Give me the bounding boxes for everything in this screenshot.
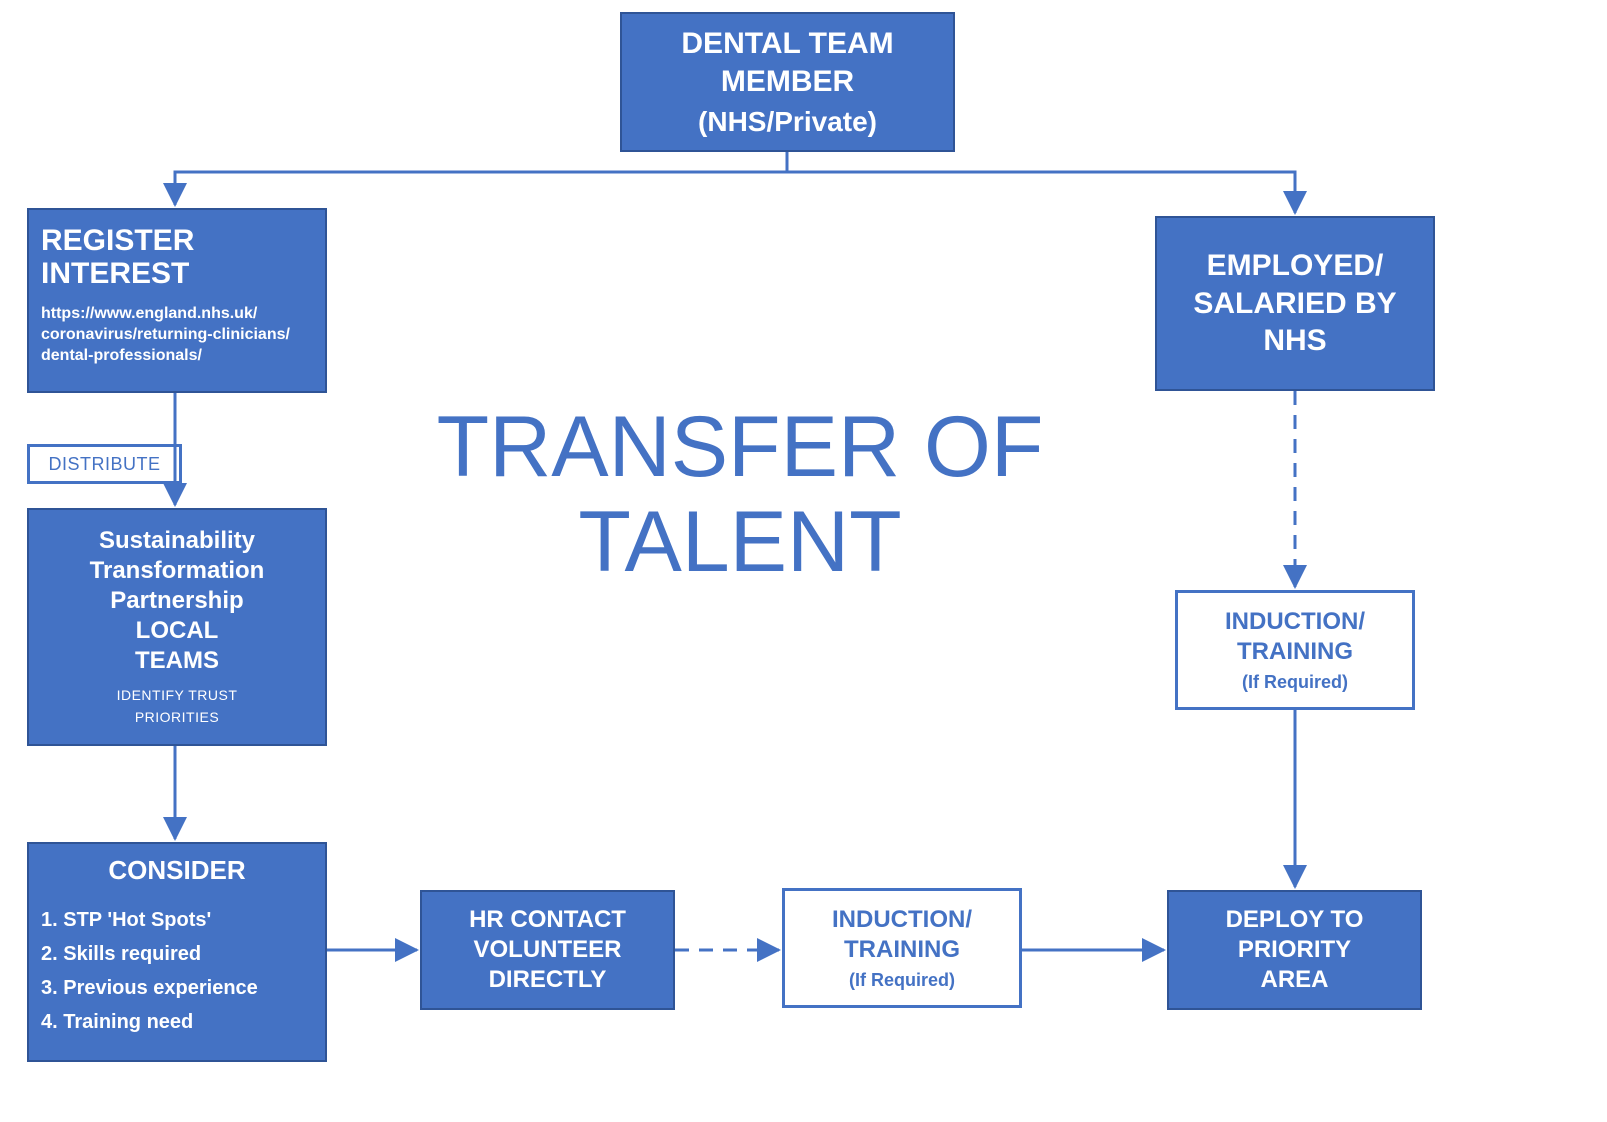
node-dental-team: DENTAL TEAM MEMBER (NHS/Private) [620,12,955,152]
dental-team-sub: (NHS/Private) [698,104,877,139]
node-stp: Sustainability Transformation Partnershi… [27,508,327,746]
stp-l3: Partnership [110,587,243,614]
induction-b-t1: INDUCTION/ [832,906,972,933]
stp-l5: TEAMS [135,647,219,674]
hr-l1: HR CONTACT [469,906,626,933]
stp-s1: IDENTIFY TRUST [117,687,238,703]
node-distribute: DISTRIBUTE [27,444,182,484]
distribute-label: DISTRIBUTE [48,453,160,476]
node-hr-contact: HR CONTACT VOLUNTEER DIRECTLY [420,890,675,1010]
edge-top-bottom-r [787,152,1295,213]
consider-title: CONSIDER [108,854,245,887]
consider-i3: 3. Previous experience [41,977,258,999]
edge-top-bottom [175,152,787,205]
induction-b-sub: (If Required) [849,969,955,992]
deploy-l2: PRIORITY [1238,936,1351,963]
register-url1: https://www.england.nhs.uk/ [41,305,257,322]
title-line2: TALENT [578,494,901,590]
hr-l3: DIRECTLY [489,966,607,993]
induction-r-t2: TRAINING [1237,638,1353,665]
stp-l4: LOCAL [136,617,219,644]
register-title: REGISTER INTEREST [41,224,313,290]
consider-i1: 1. STP 'Hot Spots' [41,909,211,931]
dental-team-title: DENTAL TEAM MEMBER [622,25,953,100]
stp-s2: PRIORITIES [135,709,219,725]
consider-i2: 2. Skills required [41,943,201,965]
stp-l1: Sustainability [99,527,255,554]
node-induction-right: INDUCTION/ TRAINING (If Required) [1175,590,1415,710]
node-induction-bottom: INDUCTION/ TRAINING (If Required) [782,888,1022,1008]
register-url2: coronavirus/returning-clinicians/ [41,326,290,343]
consider-i4: 4. Training need [41,1011,193,1033]
employed-l2: SALARIED BY [1193,287,1396,320]
hr-l2: VOLUNTEER [473,936,621,963]
register-url3: dental-professionals/ [41,347,202,364]
induction-r-sub: (If Required) [1242,671,1348,694]
node-deploy: DEPLOY TO PRIORITY AREA [1167,890,1422,1010]
flowchart-canvas: TRANSFER OF TALENT DENTAL TEAM MEMBER (N… [0,0,1607,1122]
node-register-interest: REGISTER INTEREST https://www.england.nh… [27,208,327,393]
employed-l1: EMPLOYED/ [1207,249,1384,282]
employed-l3: NHS [1263,324,1326,357]
deploy-l3: AREA [1260,966,1328,993]
induction-b-t2: TRAINING [844,936,960,963]
deploy-l1: DEPLOY TO [1226,906,1364,933]
induction-r-t1: INDUCTION/ [1225,608,1365,635]
diagram-title: TRANSFER OF TALENT [395,400,1085,589]
title-line1: TRANSFER OF [437,399,1044,495]
node-consider: CONSIDER 1. STP 'Hot Spots' 2. Skills re… [27,842,327,1062]
stp-l2: Transformation [90,557,265,584]
node-employed: EMPLOYED/ SALARIED BY NHS [1155,216,1435,391]
